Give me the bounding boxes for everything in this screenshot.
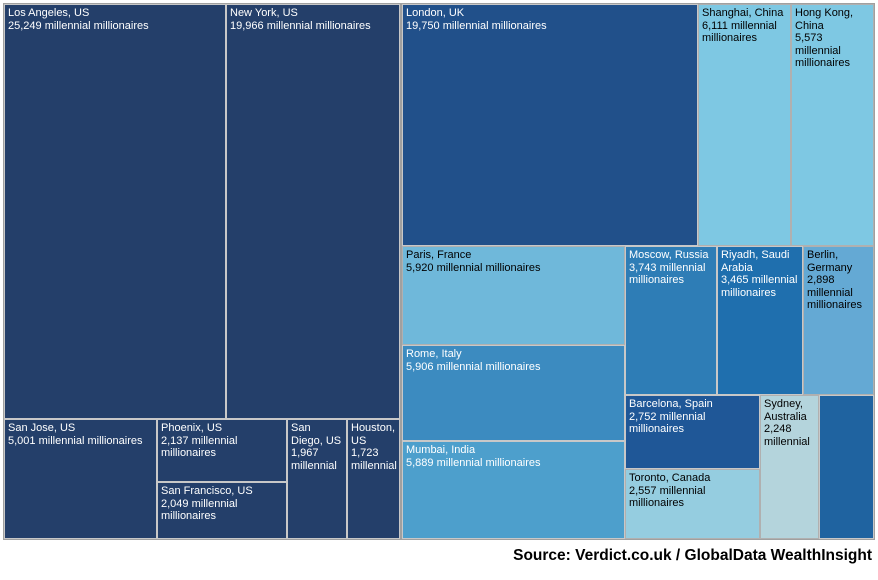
treemap-cell[interactable]: Riyadh, Saudi Arabia 3,465 millennial mil…	[717, 246, 803, 395]
cell-city-label: Berlin, Germany	[807, 249, 853, 274]
treemap-cell[interactable]: Moscow, Russia 3,743 millennial millionai…	[625, 246, 717, 395]
treemap-cell[interactable]: Paris, France 5,920 millennial millionair…	[402, 246, 625, 345]
cell-city-label: Shanghai, China	[702, 7, 784, 19]
cell-city-label: Paris, France	[406, 249, 472, 261]
treemap-group-1	[401, 3, 875, 540]
cell-value-label: 5,906 millennial millionaires	[406, 360, 541, 373]
cell-city-label: San Francisco, US	[161, 485, 253, 497]
treemap-cell[interactable]: Sydney, Australia 2,248 millennial	[760, 395, 819, 539]
cell-city-label: Sydney, Australia	[764, 398, 807, 423]
cell-value-label: 19,966 millennial millionaires	[230, 19, 371, 32]
cell-value-label: 3,465 millennial millionaires	[721, 274, 798, 299]
cell-city-label: Los Angeles, US	[8, 7, 90, 19]
cell-value-label: 2,898 millennial millionaires	[807, 274, 863, 311]
cell-city-label: Mumbai, India	[406, 444, 476, 456]
cell-value-label: 1,967 millennial	[291, 447, 337, 472]
treemap-cell[interactable]: San Francisco, US 2,049 millennial millio…	[157, 482, 287, 539]
cell-city-label: Phoenix, US	[161, 422, 223, 434]
cell-value-label: 1,723 millennial	[351, 447, 397, 472]
cell-city-label: Toronto, Canada	[629, 472, 711, 484]
cell-city-label: London, UK	[406, 7, 465, 19]
cell-value-label: 6,111 millennial millionaires	[702, 19, 777, 45]
cell-value-label: 5,920 millennial millionaires	[406, 261, 541, 274]
treemap-cell[interactable]: Los Angeles, US 25,249 millennial million…	[4, 4, 226, 419]
treemap-cell[interactable]: Toronto, Canada 2,557 millennial milliona…	[625, 469, 760, 539]
treemap-cell[interactable]: Shanghai, China 6,111 millennial milliona…	[698, 4, 791, 246]
cell-value-label: 2,049 millennial millionaires	[161, 497, 238, 523]
cell-city-label: San Jose, US	[8, 422, 76, 434]
treemap-cell[interactable]: Berlin, Germany 2,898 millennial milliona…	[803, 246, 874, 395]
treemap-cell[interactable]: Rome, Italy 5,906 millennial millionaires	[402, 345, 625, 441]
treemap-cell[interactable]: Hong Kong, China 5,573 millennial million…	[791, 4, 874, 246]
cell-city-label: Houston, US	[351, 422, 396, 447]
cell-value-label: 2,248 millennial	[764, 423, 810, 448]
source-caption: Source: Verdict.co.uk / GlobalData Wealt…	[513, 547, 872, 564]
treemap-cell[interactable]: San Diego, US 1,967 millennial	[287, 419, 347, 539]
treemap-cell[interactable]: New York, US 19,966 millennial millionair…	[226, 4, 400, 419]
cell-city-label: Rome, Italy	[406, 348, 462, 360]
cell-value-label: 19,750 millennial millionaires	[406, 19, 547, 32]
cell-value-label: 5,889 millennial millionaires	[406, 456, 541, 469]
treemap-cell[interactable]: Houston, US 1,723 millennial	[347, 419, 400, 539]
treemap-cell[interactable]: San Jose, US 5,001 millennial millionaire…	[4, 419, 157, 539]
cell-city-label: Riyadh, Saudi Arabia	[721, 249, 790, 274]
cell-value-label: 3,743 millennial millionaires	[629, 261, 706, 287]
cell-value-label: 5,573 millennial millionaires	[795, 32, 851, 69]
treemap-cell[interactable]: Mumbai, India 5,889 millennial millionair…	[402, 441, 625, 539]
cell-city-label: New York, US	[230, 7, 298, 19]
cell-value-label: 2,557 millennial millionaires	[629, 484, 706, 510]
treemap-cell[interactable]: London, UK 19,750 millennial millionaires	[402, 4, 698, 246]
cell-city-label: Hong Kong, China	[795, 7, 854, 32]
cell-value-label: 5,001 millennial millionaires	[8, 434, 143, 447]
treemap-chart: Los Angeles, US 25,249 millennial million…	[3, 3, 875, 540]
cell-city-label: San Diego, US	[291, 422, 342, 447]
treemap-cell[interactable]: Phoenix, US 2,137 millennial millionaires	[157, 419, 287, 482]
treemap-cell[interactable]	[819, 395, 874, 539]
cell-city-label: Moscow, Russia	[629, 249, 709, 261]
cell-value-label: 2,752 millennial millionaires	[629, 410, 706, 436]
treemap-group-0	[3, 3, 401, 540]
cell-value-label: 25,249 millennial millionaires	[8, 19, 149, 32]
treemap-cell[interactable]: Barcelona, Spain 2,752 millennial million…	[625, 395, 760, 469]
cell-value-label: 2,137 millennial millionaires	[161, 434, 238, 460]
cell-city-label: Barcelona, Spain	[629, 398, 713, 410]
